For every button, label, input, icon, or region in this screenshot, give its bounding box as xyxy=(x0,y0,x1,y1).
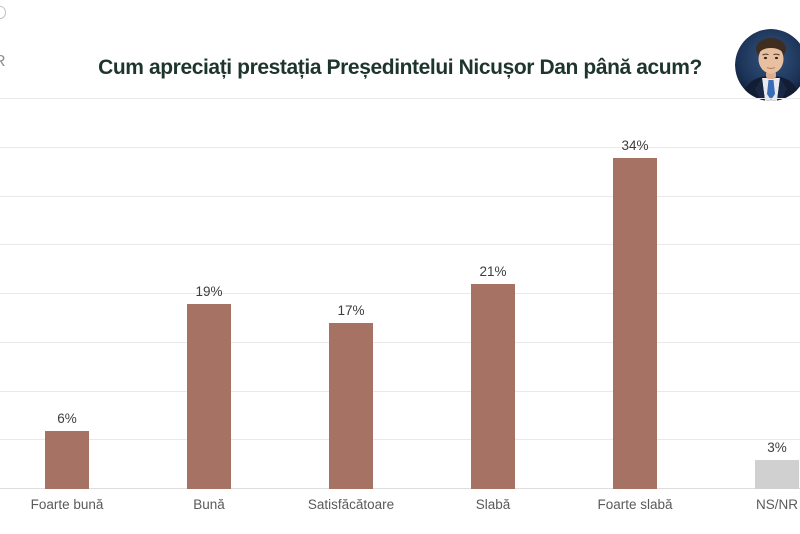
category-label: Slabă xyxy=(475,497,511,512)
value-label: 17% xyxy=(337,303,365,319)
chart-title: Cum apreciați prestația Președintelui Ni… xyxy=(98,56,702,79)
bar-chart-plot-area: 6% 19% 17% 21% 34% 3% xyxy=(0,98,800,489)
category-label: Satisfăcătoare xyxy=(307,497,395,512)
gridline-30pct xyxy=(0,195,800,197)
value-label: 19% xyxy=(195,283,223,299)
nicusor-dan-avatar xyxy=(735,29,800,101)
bar-foarte-slab- xyxy=(613,157,657,489)
bar-foarte-bun- xyxy=(45,430,89,489)
bar-satisf-c-toare xyxy=(329,323,373,489)
value-label: 3% xyxy=(767,439,787,455)
logo-mark-fragment-icon xyxy=(0,6,6,19)
value-label: 6% xyxy=(57,410,77,426)
value-label: 21% xyxy=(479,264,507,280)
gridline-25pct xyxy=(0,244,800,246)
gridline-5pct xyxy=(0,439,800,441)
x-axis-labels: Foarte bună Bună Satisfăcătoare Slabă Foarte… xyxy=(0,497,800,515)
category-label: Bună xyxy=(193,497,225,512)
category-label: Foarte bună xyxy=(30,497,104,512)
gridline-15pct xyxy=(0,341,800,343)
category-label: NS/NR xyxy=(755,497,799,512)
bar-ns-nr xyxy=(755,459,799,489)
category-label: Foarte slabă xyxy=(597,497,673,512)
bar-slab- xyxy=(471,284,515,489)
bar-bun- xyxy=(187,303,231,489)
value-label: 34% xyxy=(621,137,649,153)
gridline-40pct xyxy=(0,98,800,99)
gridline-10pct xyxy=(0,390,800,392)
logo-letter-fragment: R xyxy=(0,53,6,71)
portrait-icon xyxy=(735,29,800,101)
gridline-0pct xyxy=(0,488,800,489)
gridline-35pct xyxy=(0,146,800,148)
gridline-20pct xyxy=(0,293,800,294)
